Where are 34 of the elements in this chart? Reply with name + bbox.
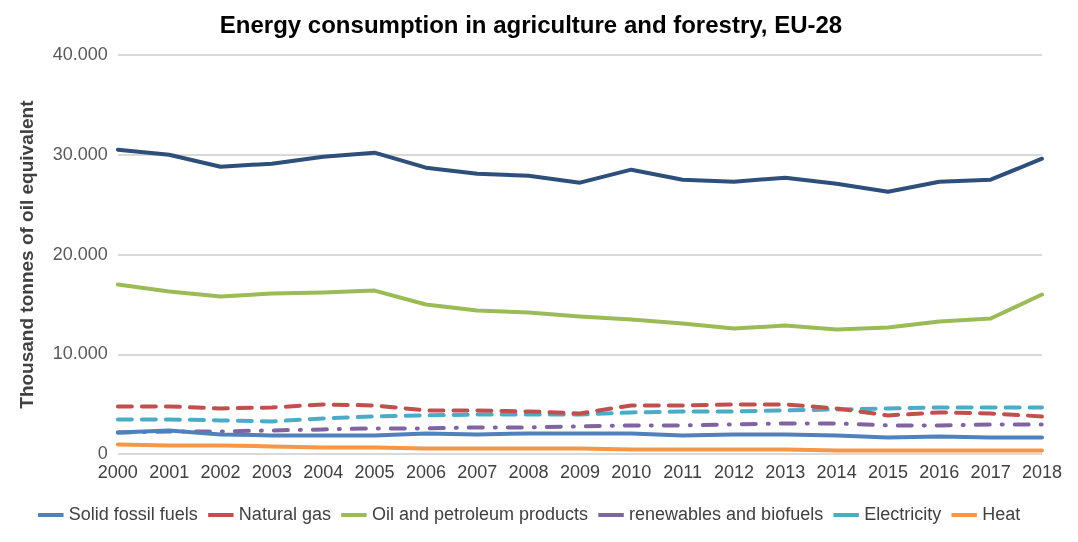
line-series	[115, 402, 1044, 419]
x-tick-label: 2001	[149, 462, 190, 483]
x-tick-label: 2008	[508, 462, 549, 483]
x-tick-label: 2005	[354, 462, 395, 483]
x-tick-label: 2010	[611, 462, 652, 483]
y-tick-label: 10.000	[52, 343, 108, 364]
y-tick-label: 30.000	[52, 143, 108, 164]
chart-title: Energy consumption in agriculture and forestry, EU-28	[219, 11, 843, 39]
x-tick-label: 2009	[559, 462, 600, 483]
x-tick-label: 2006	[405, 462, 446, 483]
legend-label: Natural gas	[238, 503, 331, 524]
x-tick-label: 2017	[970, 462, 1011, 483]
legend-label: Oil and petroleum products	[371, 503, 589, 524]
legend-label: Solid fossil fuels	[68, 503, 198, 524]
x-tick-label: 2014	[816, 462, 857, 483]
x-tick-label: 2012	[713, 462, 754, 483]
line-series	[115, 405, 1044, 424]
legend-label: renewables and biofuels	[629, 503, 824, 524]
legend-label: Heat	[982, 503, 1021, 524]
x-tick-label: 2007	[457, 462, 498, 483]
legend-label: Electricity	[864, 503, 942, 524]
y-tick-label: 20.000	[52, 243, 108, 264]
x-tick-label: 2011	[663, 462, 702, 483]
x-tick-label: 2004	[303, 462, 344, 483]
x-tick-label: 2002	[200, 462, 241, 483]
x-tick-label: 2003	[251, 462, 292, 483]
x-tick-label: 2015	[867, 462, 908, 483]
y-tick-label: 40.000	[52, 43, 108, 64]
x-tick-label: 2000	[97, 462, 138, 483]
y-tick-label: 0	[97, 443, 108, 464]
x-tick-label: 2016	[919, 462, 960, 483]
y-axis-title: Thousand tonnes of oil equivalent	[15, 99, 37, 409]
x-tick-label: 2018	[1021, 462, 1062, 483]
x-tick-label: 2013	[765, 462, 806, 483]
